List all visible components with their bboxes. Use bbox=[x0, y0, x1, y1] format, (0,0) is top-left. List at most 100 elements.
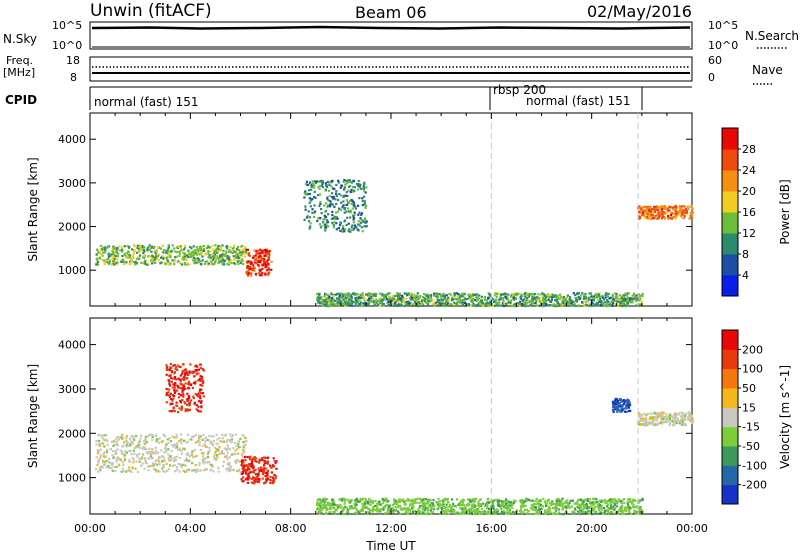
data-cell bbox=[241, 434, 244, 437]
data-cell bbox=[149, 452, 152, 455]
data-cell bbox=[256, 249, 259, 252]
data-cell bbox=[416, 305, 419, 308]
data-cell bbox=[386, 298, 389, 301]
data-cell bbox=[252, 467, 255, 470]
data-cell bbox=[153, 462, 157, 465]
data-cell bbox=[685, 212, 689, 215]
data-cell bbox=[452, 508, 455, 511]
data-cell bbox=[202, 452, 205, 455]
data-cell bbox=[683, 214, 686, 218]
data-cell bbox=[396, 503, 399, 506]
data-cell bbox=[621, 295, 624, 298]
data-cell bbox=[505, 500, 508, 503]
data-cell bbox=[110, 263, 114, 266]
data-cell bbox=[665, 413, 668, 416]
data-cell bbox=[448, 504, 451, 507]
data-cell bbox=[492, 499, 495, 502]
data-cell bbox=[653, 205, 656, 209]
data-cell bbox=[659, 214, 663, 217]
data-cell bbox=[105, 261, 108, 264]
data-cell bbox=[424, 512, 427, 516]
nsky-tick-low: 10^0 bbox=[52, 39, 82, 52]
data-cell bbox=[266, 456, 269, 459]
data-cell bbox=[183, 439, 186, 442]
data-cell bbox=[549, 507, 552, 510]
data-cell bbox=[303, 196, 306, 199]
data-cell bbox=[267, 252, 271, 255]
data-cell bbox=[192, 435, 196, 438]
data-cell bbox=[528, 293, 531, 296]
data-cell bbox=[486, 501, 489, 504]
data-cell bbox=[357, 188, 360, 191]
data-cell bbox=[259, 248, 262, 251]
data-cell bbox=[461, 502, 465, 505]
data-cell bbox=[520, 500, 523, 503]
data-cell bbox=[358, 211, 361, 214]
data-cell bbox=[311, 211, 314, 214]
data-cell bbox=[392, 294, 395, 297]
data-cell bbox=[538, 508, 541, 511]
data-cell bbox=[367, 511, 370, 514]
data-cell bbox=[335, 192, 338, 195]
data-cell bbox=[217, 248, 220, 251]
data-cell bbox=[452, 295, 455, 298]
data-cell bbox=[347, 296, 350, 300]
data-cell bbox=[141, 245, 144, 248]
data-cell bbox=[327, 213, 330, 216]
data-cell bbox=[165, 448, 168, 451]
data-cell bbox=[185, 398, 188, 401]
data-cell bbox=[557, 502, 560, 505]
data-cell bbox=[146, 465, 149, 468]
data-cell bbox=[349, 230, 352, 233]
data-cell bbox=[212, 254, 215, 258]
data-cell bbox=[486, 303, 489, 307]
data-cell bbox=[97, 261, 100, 264]
data-cell bbox=[555, 303, 558, 307]
data-cell bbox=[233, 250, 236, 253]
data-cell bbox=[438, 292, 441, 296]
data-cell bbox=[455, 292, 458, 295]
data-cell bbox=[105, 451, 108, 454]
data-cell bbox=[245, 272, 248, 275]
data-cell bbox=[616, 401, 619, 404]
data-cell bbox=[228, 261, 231, 264]
data-cell bbox=[648, 207, 651, 211]
data-cell bbox=[165, 256, 168, 259]
data-cell bbox=[485, 512, 488, 515]
data-cell bbox=[455, 302, 458, 305]
data-cell bbox=[553, 502, 556, 505]
data-cell bbox=[447, 296, 450, 299]
data-cell bbox=[155, 459, 158, 462]
data-cell bbox=[418, 510, 421, 513]
data-cell bbox=[369, 300, 372, 303]
data-cell bbox=[166, 394, 169, 397]
data-cell bbox=[307, 183, 310, 186]
data-cell bbox=[112, 260, 115, 263]
cpid-segment-2a: rbsp 200 bbox=[493, 83, 546, 97]
data-cell bbox=[391, 302, 394, 305]
data-cell bbox=[614, 500, 617, 503]
data-cell bbox=[574, 509, 577, 512]
data-cell bbox=[233, 257, 236, 260]
data-cell bbox=[327, 299, 330, 302]
data-cell bbox=[110, 253, 113, 256]
data-cell bbox=[331, 498, 334, 501]
data-cell bbox=[136, 247, 139, 250]
data-cell bbox=[163, 456, 166, 459]
data-cell bbox=[430, 507, 433, 510]
data-cell bbox=[162, 249, 165, 252]
data-cell bbox=[143, 261, 146, 264]
data-cell bbox=[187, 409, 190, 412]
data-cell bbox=[342, 508, 345, 511]
data-cell bbox=[320, 212, 323, 215]
data-cell bbox=[651, 207, 654, 211]
data-cell bbox=[228, 464, 231, 467]
data-cell bbox=[522, 505, 525, 508]
data-cell bbox=[308, 197, 311, 200]
data-cell bbox=[483, 510, 486, 513]
data-cell bbox=[222, 460, 225, 463]
data-cell bbox=[501, 504, 504, 507]
data-cell bbox=[227, 469, 230, 472]
data-cell bbox=[313, 215, 316, 218]
data-cell bbox=[577, 304, 580, 307]
